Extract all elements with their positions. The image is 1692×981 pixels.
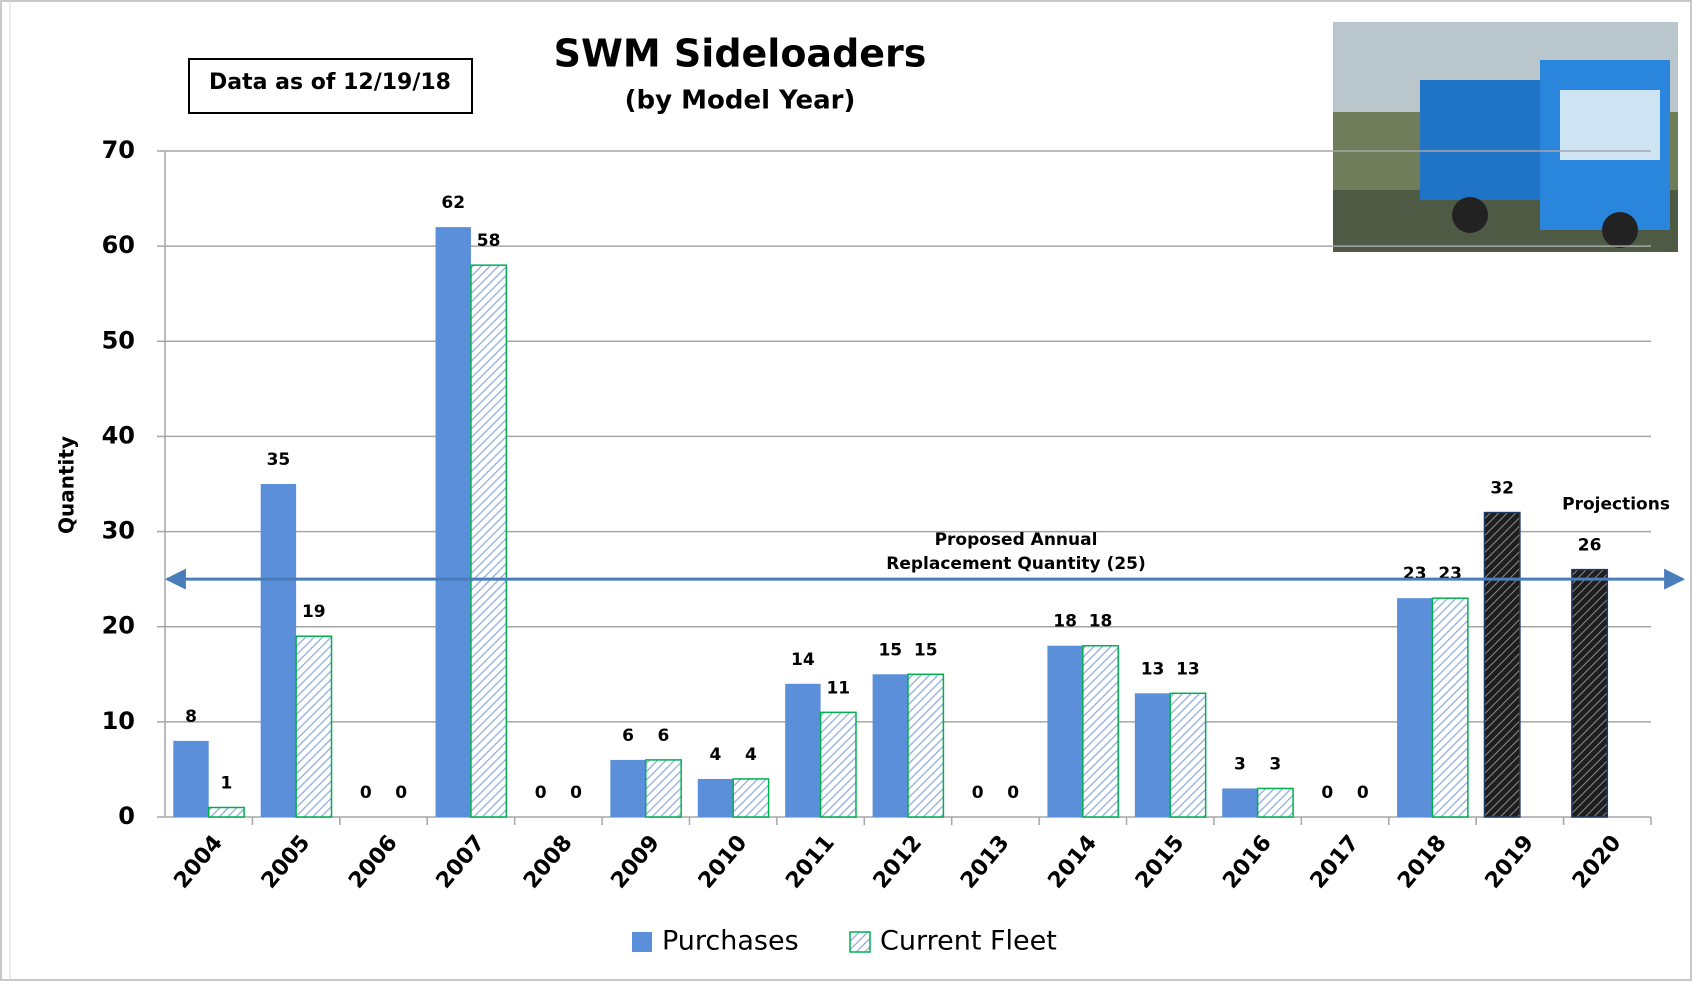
legend-label: Current Fleet	[880, 926, 1057, 957]
bar	[471, 265, 506, 817]
y-tick-label: 50	[102, 326, 135, 354]
projections-label: Projections	[1562, 495, 1670, 515]
bar	[1258, 788, 1293, 817]
bar	[698, 779, 733, 817]
bar	[873, 674, 908, 817]
chart: SWM Sideloaders (by Model Year) Data as …	[0, 0, 1692, 981]
value-label: 23	[1403, 564, 1427, 584]
value-label: 14	[791, 650, 815, 670]
value-label: 15	[878, 640, 902, 660]
y-axis-title: Quantity	[55, 436, 79, 534]
value-label: 18	[1089, 612, 1113, 632]
legend-label: Purchases	[662, 926, 799, 957]
reference-label: Proposed Annual	[935, 530, 1098, 550]
bar	[296, 636, 331, 817]
y-tick-label: 30	[102, 517, 135, 545]
value-label: 26	[1578, 536, 1602, 556]
value-label: 4	[710, 745, 722, 765]
chart-subtitle: (by Model Year)	[625, 86, 856, 116]
bar	[1047, 646, 1082, 817]
value-label: 3	[1234, 754, 1246, 774]
value-label: 13	[1176, 659, 1200, 679]
value-label: 4	[745, 745, 757, 765]
value-label: 19	[302, 602, 326, 622]
note: Data as of 12/19/18	[209, 70, 451, 95]
y-tick-label: 40	[102, 421, 135, 449]
bar	[1484, 513, 1519, 817]
bar	[1135, 693, 1170, 817]
value-label: 0	[1357, 783, 1369, 803]
truck-photo	[1333, 22, 1678, 252]
bar	[1222, 788, 1257, 817]
y-tick-label: 20	[102, 612, 135, 640]
bar	[785, 684, 820, 817]
bar	[1572, 570, 1607, 817]
value-label: 6	[658, 726, 670, 746]
y-tick-label: 10	[102, 707, 135, 735]
value-label: 58	[477, 231, 501, 251]
bar	[1083, 646, 1118, 817]
value-label: 0	[395, 783, 407, 803]
bar	[610, 760, 645, 817]
bar	[436, 227, 471, 817]
value-label: 13	[1141, 659, 1165, 679]
value-label: 8	[185, 707, 197, 727]
bar	[1170, 693, 1205, 817]
value-label: 0	[972, 783, 984, 803]
value-label: 15	[914, 640, 938, 660]
value-label: 0	[1321, 783, 1333, 803]
y-tick-label: 60	[102, 231, 135, 259]
bar	[908, 674, 943, 817]
value-label: 6	[622, 726, 634, 746]
value-label: 32	[1490, 479, 1514, 499]
value-label: 18	[1053, 612, 1077, 632]
bar	[1397, 598, 1432, 817]
bar	[646, 760, 681, 817]
value-label: 0	[360, 783, 372, 803]
bar	[1432, 598, 1467, 817]
bar	[209, 807, 244, 817]
chart-title: SWM Sideloaders	[554, 32, 927, 76]
value-label: 62	[441, 193, 465, 213]
bar	[173, 741, 208, 817]
legend-swatch	[632, 932, 652, 952]
value-label: 23	[1438, 564, 1462, 584]
bar	[733, 779, 768, 817]
value-label: 11	[826, 678, 850, 698]
value-label: 35	[267, 450, 291, 470]
legend-swatch	[850, 932, 870, 952]
bar	[821, 712, 856, 817]
bar	[261, 484, 296, 817]
value-label: 1	[220, 773, 232, 793]
value-label: 0	[1007, 783, 1019, 803]
y-tick-label: 70	[102, 136, 135, 164]
value-label: 3	[1269, 754, 1281, 774]
reference-label: Replacement Quantity (25)	[886, 554, 1146, 574]
value-label: 0	[535, 783, 547, 803]
y-tick-label: 0	[118, 802, 135, 830]
value-label: 0	[570, 783, 582, 803]
